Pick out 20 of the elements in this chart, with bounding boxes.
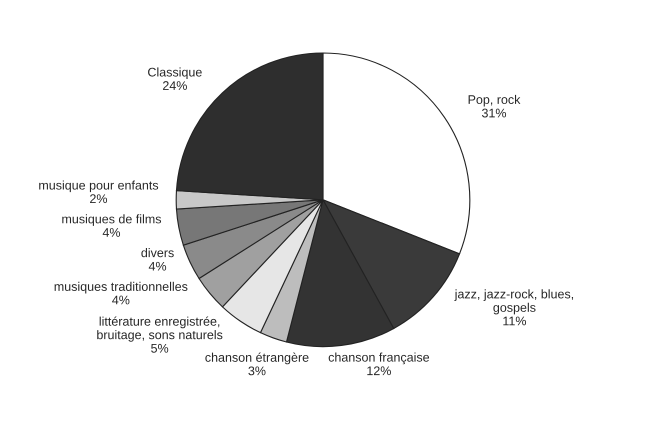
slice-label: musiques de films — [62, 214, 162, 226]
data-label: 31% — [482, 108, 506, 118]
slice-label: Classique — [148, 67, 202, 80]
slice-label: musique pour enfants — [39, 180, 158, 192]
slice-label: chanson étrangère — [205, 352, 309, 364]
data-label: 2% — [90, 194, 108, 204]
data-label: 4% — [148, 262, 166, 271]
data-label: 5% — [151, 344, 168, 353]
data-label: 11% — [503, 316, 526, 326]
slice-label: jazz, jazz-rock, blues, gospels — [454, 289, 574, 314]
slice-label: musiques traditionnelles — [54, 282, 188, 294]
slice-label: littérature enregistrée, bruitage, sons naturels — [97, 316, 222, 342]
slice-label: Pop, rock — [468, 94, 520, 106]
slice-label: divers — [141, 248, 174, 258]
slice-label: chanson française — [328, 352, 430, 364]
data-label: 12% — [367, 366, 391, 376]
data-label: 3% — [248, 366, 266, 376]
data-label: 4% — [102, 228, 120, 237]
data-label: 4% — [112, 296, 130, 304]
data-label: 24% — [162, 81, 187, 90]
